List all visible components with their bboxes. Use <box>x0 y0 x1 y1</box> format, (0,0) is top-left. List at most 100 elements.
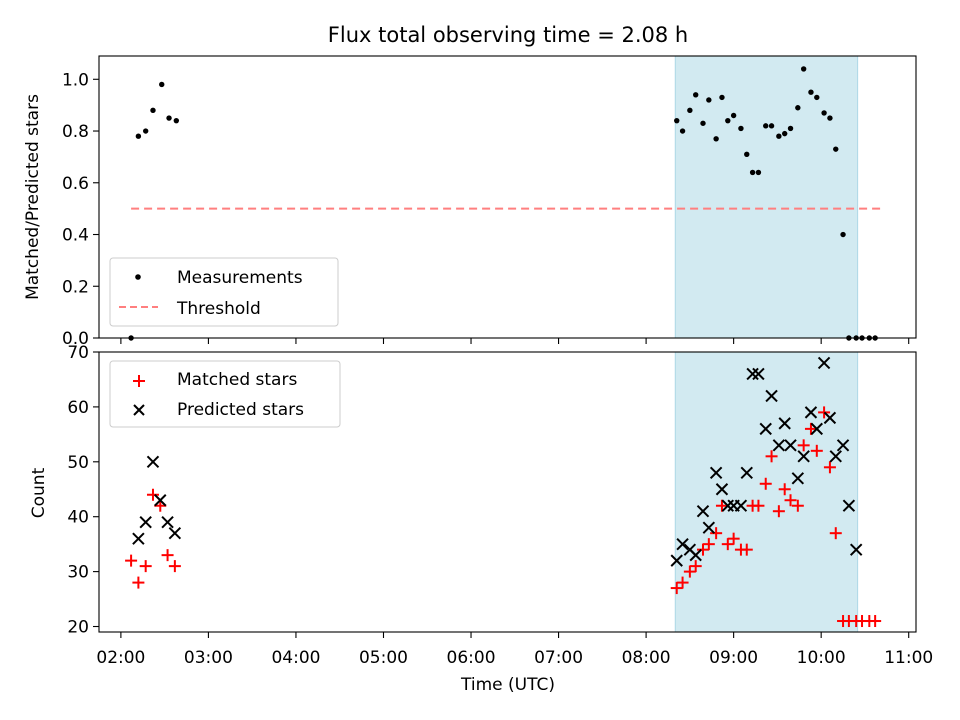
bottom-x-axis: 02:00 03:00 04:00 05:00 06:00 07:00 08:00 09:00… <box>96 632 933 668</box>
bottom-y-axis-label: Count <box>29 467 49 518</box>
matched-star-point <box>759 477 772 490</box>
measurement-point <box>814 94 820 101</box>
matched-star-point <box>784 494 797 507</box>
matched-star-point <box>715 499 728 512</box>
predicted-star-point <box>804 406 818 419</box>
legend-predicted-label: Predicted stars <box>177 400 304 420</box>
matched-star-point <box>740 543 753 556</box>
measurement-point <box>173 117 180 124</box>
measurement-point <box>787 125 794 132</box>
x-tick-label: 08:00 <box>622 648 671 668</box>
legend-matched-marker <box>133 375 145 387</box>
chart-title: Flux total observing time = 2.08 h <box>328 23 688 47</box>
predicted-star-point <box>759 422 772 436</box>
top-panel: 0.0 0.2 0.4 0.6 0.8 1.0 Matched/Predicted sta… <box>23 55 917 349</box>
matched-star-point <box>818 406 831 419</box>
predicted-star-point <box>772 439 786 452</box>
y-tick-label: 0.0 <box>62 329 89 349</box>
measurement-point <box>679 128 686 134</box>
x-tick-label: 05:00 <box>359 648 408 668</box>
legend-measurements-marker <box>135 274 141 280</box>
measurement-point <box>700 120 706 126</box>
y-tick-label: 1.0 <box>62 70 89 90</box>
predicted-star-point <box>810 422 823 436</box>
predicted-star-point <box>842 499 856 512</box>
predicted-star-point <box>823 411 837 425</box>
predicted-star-point <box>784 439 797 452</box>
measurement-point <box>749 169 756 176</box>
measurement-point <box>795 105 801 111</box>
top-y-axis-label: Matched/Predicted stars <box>23 94 43 300</box>
measurement-point <box>781 130 788 137</box>
y-tick-label: 0.2 <box>62 277 89 297</box>
y-tick-label: 70 <box>67 343 89 363</box>
measurement-point <box>755 169 762 176</box>
matched-star-point <box>168 560 181 573</box>
measurement-point <box>800 66 807 72</box>
measurement-point <box>776 133 782 139</box>
matched-star-point <box>676 576 689 589</box>
legend-matched-label: Matched stars <box>177 370 297 390</box>
matched-star-point <box>804 422 817 435</box>
top-legend: Measurements Threshold <box>109 257 339 327</box>
predicted-star-point <box>670 554 683 567</box>
y-tick-label: 0.6 <box>62 174 89 194</box>
predicted-star-point <box>146 455 160 469</box>
y-tick-label: 40 <box>67 508 89 528</box>
matched-star-point <box>752 499 765 512</box>
predicted-star-point <box>715 483 729 496</box>
measurement-point <box>166 115 172 121</box>
measurement-point <box>719 94 725 101</box>
x-tick-label: 02:00 <box>96 648 145 668</box>
predicted-star-point <box>154 494 167 507</box>
x-tick-label: 11:00 <box>884 648 933 668</box>
measurement-point <box>744 151 750 158</box>
predicted-star-point <box>689 548 702 562</box>
top-axes-frame <box>98 55 917 339</box>
x-tick-label: 09:00 <box>709 648 758 668</box>
matched-star-point <box>161 549 174 562</box>
predicted-star-point <box>168 526 182 540</box>
x-tick-label: 07:00 <box>534 648 583 668</box>
predicted-star-point <box>132 532 145 545</box>
predicted-star-point <box>791 472 805 485</box>
matched-star-point <box>810 444 823 457</box>
matched-star-point <box>869 615 882 628</box>
measurement-point <box>142 128 149 134</box>
matched-star-point <box>683 565 696 578</box>
matched-star-point <box>791 499 804 512</box>
measurement-point <box>827 115 833 121</box>
y-tick-label: 30 <box>67 563 89 583</box>
bottom-axes-frame <box>98 351 917 633</box>
x-tick-label: 03:00 <box>184 648 233 668</box>
measurement-point <box>725 117 731 124</box>
bottom-y-axis: 20 30 40 50 60 70 <box>67 343 99 638</box>
matched-star-point <box>710 527 723 540</box>
top-measurement-marks <box>128 66 878 341</box>
measurement-point <box>674 117 680 124</box>
predicted-star-point <box>676 537 689 551</box>
predicted-star-point <box>702 521 716 534</box>
bottom-observing-window <box>674 351 859 633</box>
matched-star-point <box>778 483 791 496</box>
matched-star-point <box>125 554 138 567</box>
measurement-point <box>738 125 744 132</box>
predicted-star-point <box>161 515 174 529</box>
measurement-point <box>693 92 699 98</box>
matched-star-point <box>823 461 836 474</box>
measurement-point <box>821 110 827 116</box>
measurement-point <box>135 133 142 139</box>
measurement-point <box>808 89 814 95</box>
legend-threshold-label: Threshold <box>176 299 261 319</box>
measurement-point <box>687 107 693 114</box>
measurement-point <box>730 112 737 119</box>
predicted-star-point <box>797 450 810 463</box>
top-observing-window <box>674 55 859 339</box>
measurement-point <box>150 107 156 114</box>
predicted-star-point <box>740 466 753 479</box>
matched-star-point <box>721 538 734 551</box>
matched-star-point <box>702 538 715 551</box>
matched-star-point <box>772 505 785 518</box>
x-axis-label: Time (UTC) <box>460 675 555 695</box>
x-tick-label: 04:00 <box>271 648 320 668</box>
